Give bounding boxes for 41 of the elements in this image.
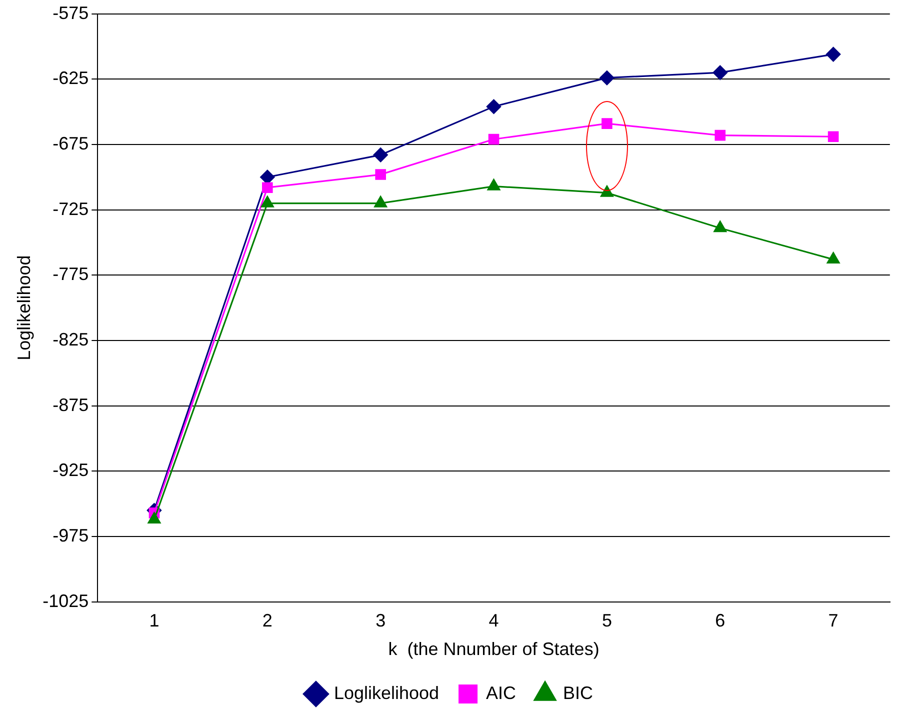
x-axis-title: k (the Nnumber of States) bbox=[388, 639, 600, 660]
y-tick-label: -575 bbox=[52, 2, 89, 23]
y-tick-label: -975 bbox=[52, 525, 89, 546]
point bbox=[262, 182, 273, 193]
x-tick-label: 6 bbox=[715, 610, 726, 631]
x-tick-label: 4 bbox=[488, 610, 499, 631]
legend-label: AIC bbox=[486, 682, 516, 703]
y-tick-label: -675 bbox=[52, 133, 89, 154]
legend-label: BIC bbox=[563, 682, 594, 703]
x-tick-label: 1 bbox=[149, 610, 160, 631]
point bbox=[826, 252, 840, 264]
point bbox=[826, 47, 841, 62]
y-tick-label: -625 bbox=[52, 68, 89, 88]
point bbox=[375, 169, 386, 180]
y-tick-label: -1025 bbox=[42, 590, 89, 611]
point bbox=[602, 118, 612, 129]
point bbox=[486, 99, 502, 114]
y-tick-label: -725 bbox=[52, 198, 89, 219]
y-tick-label: -875 bbox=[52, 394, 89, 415]
point bbox=[374, 196, 388, 208]
legend-label: Loglikelihood bbox=[334, 682, 440, 703]
point bbox=[712, 65, 728, 80]
x-tick-label: 5 bbox=[602, 610, 612, 631]
point bbox=[148, 512, 161, 524]
point bbox=[260, 196, 274, 208]
point bbox=[828, 131, 839, 142]
x-tick-label: 3 bbox=[376, 610, 386, 631]
y-tick-label: -825 bbox=[52, 329, 89, 350]
point bbox=[373, 148, 388, 162]
y-tick-label: -925 bbox=[52, 460, 89, 480]
point bbox=[488, 134, 500, 145]
point bbox=[487, 178, 500, 190]
point bbox=[260, 170, 275, 184]
y-axis-title: Loglikelihood bbox=[14, 255, 34, 360]
x-tick-label: 2 bbox=[262, 610, 272, 631]
point bbox=[714, 130, 726, 141]
point bbox=[600, 70, 614, 86]
y-tick-label: -775 bbox=[52, 264, 89, 284]
point bbox=[600, 186, 614, 197]
x-tick-label: 7 bbox=[828, 610, 838, 631]
point bbox=[714, 220, 727, 232]
